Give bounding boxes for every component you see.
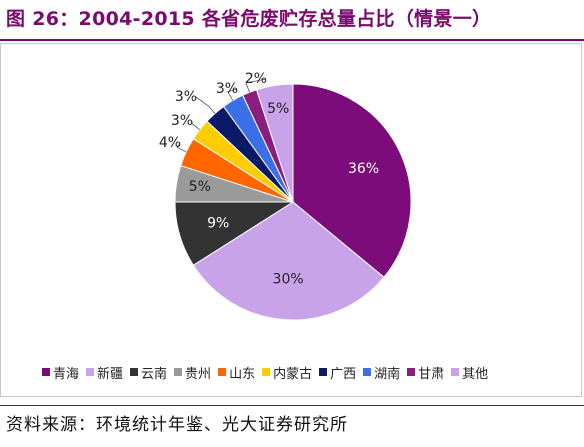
legend-label: 广西 [330,366,357,382]
legend-item: 山东 [218,363,255,382]
legend-label: 其他 [462,366,489,382]
pie-data-label: 3% [216,81,238,97]
pie-leader-line [191,120,201,131]
chart-title: 图 26：2004-2015 各省危废贮存总量占比（情景一） [6,8,492,30]
pie-leader-line [245,78,267,93]
pie-slice-0 [292,83,412,278]
pie-data-label: 36% [348,161,379,177]
pie-slice-9 [255,83,294,203]
legend-swatch [451,368,460,376]
legend-item: 新疆 [86,363,123,382]
legend-label: 山东 [229,366,256,382]
legend-swatch [218,368,227,376]
legend-swatch [86,368,95,376]
pie-slices [174,83,412,321]
pie-data-labels: 36%30%9%5%4%3%3% 3%2%5% [159,71,379,288]
pie-data-label: 3% [171,113,193,129]
legend-label: 湖南 [374,366,401,382]
pie-chart: 36%30%9%5%4%3%3% 3%2%5% [159,71,412,321]
pie-leader-line [176,142,187,153]
legend-swatch [174,368,183,376]
legend-item: 广西 [319,363,356,382]
pie-data-label: 2% [245,71,267,87]
legend-swatch [319,368,328,376]
legend-swatch [407,368,416,376]
legend-label: 贵州 [185,366,212,382]
pie-leader-line [195,96,216,114]
legend-label: 青海 [53,366,80,382]
legend-swatch [42,368,50,376]
legend-swatch [130,368,139,376]
pie-data-label: 5% [189,179,211,195]
legend-item: 湖南 [363,363,400,382]
legend-label: 内蒙古 [273,366,313,382]
title-divider [0,39,584,41]
legend-item: 其他 [451,363,488,382]
legend-item: 云南 [130,363,167,382]
legend-item: 贵州 [174,363,211,382]
legend-item: 内蒙古 [262,363,312,382]
legend-label: 云南 [141,366,168,382]
source-divider [0,405,584,406]
pie-slice-1 [192,201,385,321]
pie-data-label: 3% [175,89,197,105]
legend-label: 甘肃 [418,366,445,382]
source-note: 资料来源：环境统计年鉴、光大证券研究所 [6,415,348,435]
pie-leader-line [227,88,238,101]
legend-swatch [363,368,372,376]
pie-data-label: 9% [207,216,229,232]
legend-label: 新疆 [97,366,124,382]
chart-legend: 青海 新疆 云南 贵州 山东 内蒙古 广西 湖南 甘肃 其他 [42,362,582,382]
legend-item: 青海 [42,363,79,382]
legend-swatch [262,368,271,376]
pie-data-label: 4% [159,135,181,151]
pie-data-label: 5% [267,101,289,117]
legend-item: 甘肃 [407,363,444,382]
pie-leader-lines [176,78,267,153]
pie-data-label: 30% [273,272,304,288]
